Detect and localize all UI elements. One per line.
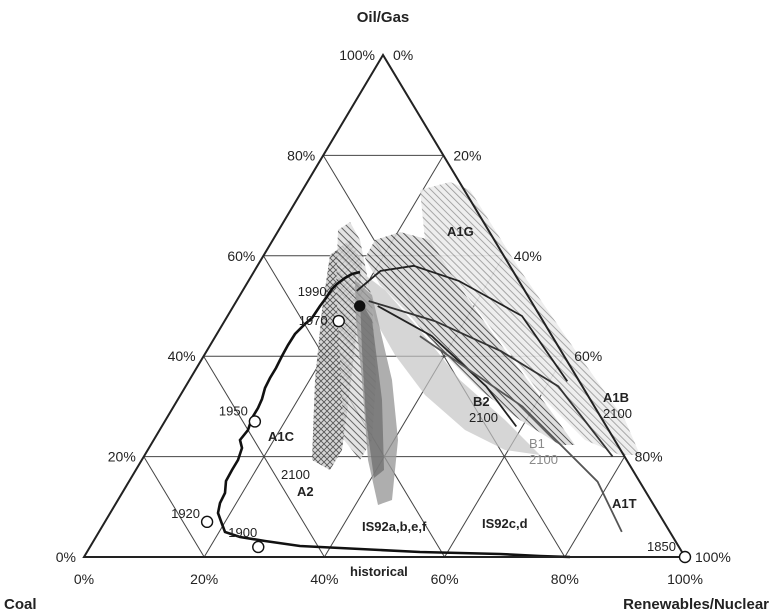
year-label-1970: 1970 <box>299 313 328 328</box>
historical-point-1850 <box>678 550 692 564</box>
region-a1t <box>420 182 640 455</box>
scenario-label-b2: B2 <box>473 394 490 409</box>
tick-right-1: 80% <box>635 449 663 465</box>
scenario-label-a1c: A1C <box>268 429 295 444</box>
tick-right-4: 20% <box>453 147 481 163</box>
tick-bottom-3: 60% <box>431 571 459 587</box>
year-label-1900: 1900 <box>228 525 257 540</box>
region-a1b-a1g <box>365 232 575 445</box>
scenario-label-a1b: A1B <box>603 390 629 405</box>
scenario-line-3 <box>419 335 623 533</box>
scenario-label-a2-year: 2100 <box>281 467 310 482</box>
scenario-label-b1: B1 <box>529 436 545 451</box>
tick-right-5: 0% <box>393 47 413 63</box>
scenario-line-2 <box>377 305 518 428</box>
region-b1 <box>365 275 540 455</box>
tick-right-0: 100% <box>695 549 731 565</box>
tick-left-0: 100% <box>339 47 375 63</box>
scenario-label-b2-year: 2100 <box>469 410 498 425</box>
tick-left-5: 0% <box>56 549 76 565</box>
historical-point-1990 <box>354 300 366 312</box>
grid-line-renew-4 <box>564 456 626 558</box>
tick-left-1: 80% <box>287 147 315 163</box>
tick-bottom-5: 100% <box>667 571 703 587</box>
scenario-label-group: A1G A1B 2100 A1T B1 2100 B2 2100 A1C A2 … <box>268 224 637 579</box>
year-label-1950: 1950 <box>219 403 248 418</box>
tick-bottom-1: 20% <box>190 571 218 587</box>
historical-point-1900 <box>252 540 265 554</box>
tick-labels: 100% 80% 60% 40% 20% 0% 100% 80% 60% 40% 20% 0% 0% 20… <box>56 47 731 587</box>
historical-curve <box>216 270 571 559</box>
historical-point-1970 <box>332 314 345 328</box>
scenario-label-is92cd: IS92c,d <box>482 516 528 531</box>
tick-left-4: 20% <box>108 449 136 465</box>
scenario-label-a1t: A1T <box>612 496 637 511</box>
historical-markers <box>200 300 692 564</box>
triangle-outline <box>82 53 687 558</box>
tick-bottom-2: 40% <box>310 571 338 587</box>
year-labels: 1850 1900 1920 1950 1970 1990 <box>171 284 676 554</box>
scenario-label-a1b-year: 2100 <box>603 406 632 421</box>
tick-left-2: 60% <box>227 248 255 264</box>
region-is92-dark <box>360 300 384 478</box>
tick-bottom-0: 0% <box>74 571 94 587</box>
vertex-label-right: Renewables/Nuclear <box>623 596 769 613</box>
tick-right-3: 40% <box>514 248 542 264</box>
scenario-regions <box>312 182 640 505</box>
grid-line-coal-4 <box>143 456 205 558</box>
scenario-label-a1g: A1G <box>447 224 474 239</box>
scenario-line-0 <box>356 264 569 382</box>
scenario-label-historical: historical <box>350 564 408 579</box>
tick-bottom-4: 80% <box>551 571 579 587</box>
year-label-1920: 1920 <box>171 506 200 521</box>
tick-right-2: 60% <box>574 348 602 364</box>
scenario-lines <box>356 264 623 533</box>
scenario-label-is92abef: IS92a,b,e,f <box>362 519 427 534</box>
grid-line-renew-2 <box>323 255 505 558</box>
vertex-label-top: Oil/Gas <box>357 9 410 26</box>
scenario-line-1 <box>368 300 614 458</box>
year-label-1990: 1990 <box>298 284 327 299</box>
scenario-label-a2: A2 <box>297 484 314 499</box>
historical-point-1920 <box>200 515 214 529</box>
vertex-label-left: Coal <box>4 596 37 613</box>
scenario-label-b1-year: 2100 <box>529 452 558 467</box>
year-label-1850: 1850 <box>647 539 676 554</box>
tick-left-3: 40% <box>168 348 196 364</box>
grid-line-coal-3 <box>203 355 325 558</box>
historical-point-1950 <box>248 415 262 428</box>
